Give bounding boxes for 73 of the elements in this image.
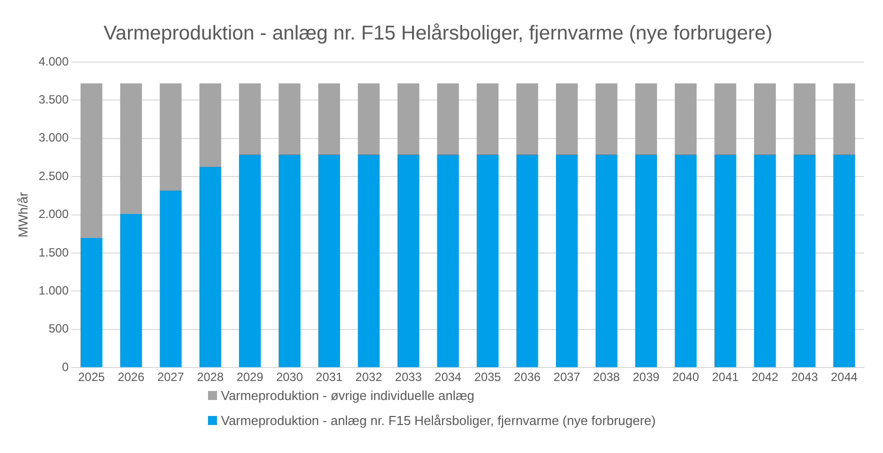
bar	[794, 154, 816, 368]
y-tick-label: 0	[62, 360, 69, 374]
bar	[437, 83, 459, 154]
bar	[674, 154, 697, 368]
y-tick-label: 3.500	[38, 92, 69, 107]
x-tick-label: 2033	[395, 370, 422, 384]
x-tick-label: 2025	[78, 370, 106, 384]
bar	[397, 154, 420, 368]
bar	[516, 154, 538, 368]
bar	[199, 166, 222, 368]
y-axis-title: MWh/år	[15, 191, 30, 238]
bar	[754, 83, 776, 154]
x-tick-label: 2039	[632, 370, 660, 384]
x-tick-label: 2044	[830, 370, 858, 384]
bar	[397, 83, 420, 154]
x-tick-label: 2041	[712, 370, 740, 384]
bar	[120, 83, 142, 214]
bar	[476, 154, 499, 368]
bar	[199, 83, 222, 167]
bar	[516, 83, 538, 154]
x-tick-label: 2031	[316, 370, 343, 384]
bar	[794, 83, 816, 154]
y-tick-label: 3.000	[38, 130, 69, 145]
bar	[80, 238, 102, 368]
bar	[318, 83, 340, 154]
y-tick-label: 500	[48, 322, 69, 336]
bar	[635, 154, 657, 368]
bar	[833, 154, 856, 368]
x-tick-label: 2038	[593, 370, 620, 384]
bar	[714, 154, 736, 368]
bar	[358, 83, 380, 154]
x-tick-label: 2026	[118, 370, 145, 384]
bar	[437, 154, 459, 368]
y-tick-label: 2.500	[38, 168, 69, 183]
x-tick-label: 2036	[514, 370, 541, 384]
bar	[476, 83, 499, 154]
y-tick-label: 1.000	[38, 284, 69, 298]
bar	[556, 154, 578, 368]
bar	[239, 83, 261, 154]
x-tick-label: 2035	[474, 370, 502, 384]
bar	[833, 83, 856, 154]
bar	[278, 83, 300, 154]
x-tick-label: 2027	[157, 370, 184, 384]
x-tick-label: 2043	[791, 370, 818, 384]
bar	[278, 154, 300, 368]
bar	[754, 154, 776, 368]
y-tick-label: 1.500	[38, 245, 69, 260]
bar	[160, 190, 182, 368]
bar	[80, 83, 102, 238]
bar	[160, 83, 182, 190]
bar	[714, 83, 736, 154]
x-tick-label: 2029	[236, 370, 264, 384]
bar	[635, 83, 657, 154]
x-tick-label: 2028	[196, 370, 224, 384]
y-tick-label: 2.000	[38, 207, 69, 222]
x-tick-label: 2042	[752, 370, 779, 384]
bar	[239, 154, 261, 368]
bar	[596, 154, 618, 368]
x-tick-label: 2034	[434, 370, 462, 384]
x-tick-label: 2030	[276, 370, 304, 384]
bar	[120, 214, 142, 368]
legend-label: Varmeproduktion - anlæg nr. F15 Helårsboliger, fjernvarme (nye forbrugere)	[221, 413, 656, 428]
x-tick-label: 2037	[554, 370, 581, 384]
legend-label: Varmeproduktion - øvrige individuelle anlæg	[221, 388, 474, 403]
bar	[556, 83, 578, 154]
bar	[596, 83, 618, 154]
x-tick-label: 2040	[672, 370, 700, 384]
bar	[318, 154, 340, 368]
bar	[674, 83, 697, 154]
y-tick-label: 4.000	[38, 54, 69, 68]
x-tick-label: 2032	[355, 370, 382, 384]
bar	[358, 154, 380, 368]
chart-title: Varmeproduktion - anlæg nr. F15 Helårsboliger, fjernvarme (nye forbrugere)	[104, 22, 772, 45]
